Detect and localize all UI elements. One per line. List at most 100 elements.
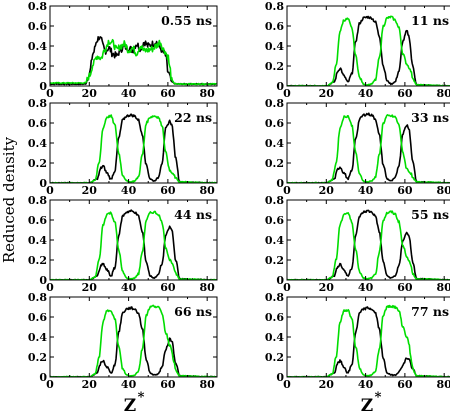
y-tick-label: 0 — [39, 274, 47, 287]
x-tick-label: 80 — [437, 184, 450, 197]
x-tick-label: 60 — [397, 378, 413, 391]
y-tick-label: 0.2 — [265, 351, 284, 364]
x-tick-label: 0 — [283, 87, 291, 100]
y-tick-label: 0.6 — [28, 214, 47, 227]
black-density-line — [50, 35, 217, 86]
time-label: 22 ns — [174, 110, 212, 125]
y-tick-label: 0.4 — [28, 331, 47, 344]
tick-marks — [49, 102, 217, 184]
panel-6: 0 20 40 60 80 0 0.2 0.4 0.6 0.8 55 ns — [265, 194, 450, 294]
x-tick-label: 0 — [283, 378, 291, 391]
x-tick-label: 80 — [200, 87, 216, 100]
green-density-line — [50, 114, 217, 183]
time-label: 11 ns — [411, 13, 449, 28]
x-tick-label: 20 — [82, 378, 98, 391]
y-tick-label: 0.4 — [265, 234, 284, 247]
x-tick-label: 40 — [121, 184, 137, 197]
y-tick-label: 0.2 — [265, 60, 284, 73]
x-tick-label: 80 — [437, 87, 450, 100]
y-tick-label: 0.8 — [28, 291, 47, 304]
y-tick-label: 0.2 — [28, 254, 47, 267]
green-density-line — [287, 210, 450, 280]
x-tick-label: 80 — [200, 281, 216, 294]
y-tick-label: 0.8 — [265, 194, 284, 207]
x-tick-label: 40 — [358, 87, 374, 100]
y-tick-label: 0.8 — [265, 97, 284, 110]
y-tick-label: 0.6 — [265, 214, 284, 227]
y-tick-label: 0.6 — [265, 311, 284, 324]
y-tick-label: 0.8 — [28, 0, 47, 13]
x-axis-title-left-main: Z — [124, 396, 136, 415]
y-tick-label: 0.8 — [265, 291, 284, 304]
x-tick-label: 0 — [46, 87, 54, 100]
y-tick-label: 0 — [276, 177, 284, 190]
time-label: 44 ns — [174, 207, 212, 222]
x-tick-label: 60 — [397, 87, 413, 100]
x-tick-label: 60 — [397, 184, 413, 197]
panel-4: 0 20 40 60 80 0 0.2 0.4 0.6 0.8 33 ns — [265, 97, 450, 197]
tick-marks — [49, 5, 217, 87]
panel-1: 0 20 40 60 80 0 0.2 0.4 0.6 0.8 0.55 ns — [28, 0, 218, 100]
x-tick-label: 20 — [319, 378, 335, 391]
tick-marks — [49, 199, 217, 281]
x-tick-label: 0 — [46, 184, 54, 197]
x-tick-label: 20 — [82, 184, 98, 197]
y-tick-label: 0 — [39, 177, 47, 190]
green-density-line — [50, 304, 217, 377]
panel-8: 0 20 40 60 80 0 0.2 0.4 0.6 0.8 77 ns — [265, 291, 450, 391]
y-tick-label: 0.4 — [28, 40, 47, 53]
x-axis-title-right-main: Z — [361, 396, 373, 415]
x-tick-label: 80 — [200, 378, 216, 391]
y-tick-label: 0.8 — [28, 97, 47, 110]
x-tick-label: 60 — [160, 184, 176, 197]
y-tick-label: 0.4 — [265, 40, 284, 53]
panel-2: 0 20 40 60 80 0 0.2 0.4 0.6 0.8 11 ns — [265, 0, 450, 100]
y-tick-label: 0.2 — [265, 157, 284, 170]
tick-marks — [286, 102, 445, 184]
y-tick-label: 0 — [39, 80, 47, 93]
y-tick-label: 0.6 — [28, 117, 47, 130]
x-axis-title-right-sup: * — [375, 390, 382, 405]
panel-3: 0 20 40 60 80 0 0.2 0.4 0.6 0.8 22 ns — [28, 97, 218, 197]
x-axis-title-left: Z * — [124, 390, 145, 415]
x-tick-label: 80 — [200, 184, 216, 197]
x-tick-label: 80 — [437, 281, 450, 294]
time-label: 55 ns — [411, 207, 449, 222]
green-density-line — [50, 38, 217, 86]
x-tick-label: 0 — [283, 184, 291, 197]
y-tick-label: 0.4 — [265, 137, 284, 150]
x-axis-title-left-sup: * — [138, 390, 145, 405]
y-tick-label: 0.4 — [28, 234, 47, 247]
panel-5: 0 20 40 60 80 0 0.2 0.4 0.6 0.8 44 ns — [28, 194, 218, 294]
y-tick-label: 0.4 — [28, 137, 47, 150]
y-tick-label: 0.6 — [28, 20, 47, 33]
tick-marks — [49, 296, 217, 378]
y-tick-label: 0.8 — [265, 0, 284, 13]
x-tick-label: 60 — [160, 281, 176, 294]
x-tick-label: 60 — [160, 378, 176, 391]
y-tick-label: 0.6 — [265, 20, 284, 33]
time-label: 77 ns — [411, 304, 449, 319]
green-density-line — [287, 114, 450, 183]
y-tick-label: 0 — [276, 371, 284, 384]
x-tick-label: 20 — [319, 184, 335, 197]
x-tick-label: 0 — [46, 281, 54, 294]
x-tick-label: 40 — [121, 87, 137, 100]
panel-7: 0 20 40 60 80 0 0.2 0.4 0.6 0.8 66 ns — [28, 291, 218, 391]
y-tick-label: 0 — [276, 80, 284, 93]
y-axis-title: Reduced density — [0, 136, 18, 263]
y-tick-label: 0.8 — [28, 194, 47, 207]
y-tick-label: 0 — [276, 274, 284, 287]
y-tick-label: 0.2 — [28, 351, 47, 364]
y-tick-label: 0.2 — [28, 157, 47, 170]
time-label: 33 ns — [411, 110, 449, 125]
x-tick-label: 80 — [437, 378, 450, 391]
x-tick-label: 40 — [121, 378, 137, 391]
x-tick-label: 60 — [160, 87, 176, 100]
x-tick-label: 40 — [358, 378, 374, 391]
x-axis-title-right: Z * — [361, 390, 382, 415]
y-tick-label: 0.2 — [265, 254, 284, 267]
y-tick-label: 0.4 — [265, 331, 284, 344]
y-tick-label: 0.2 — [28, 60, 47, 73]
x-tick-label: 40 — [121, 281, 137, 294]
